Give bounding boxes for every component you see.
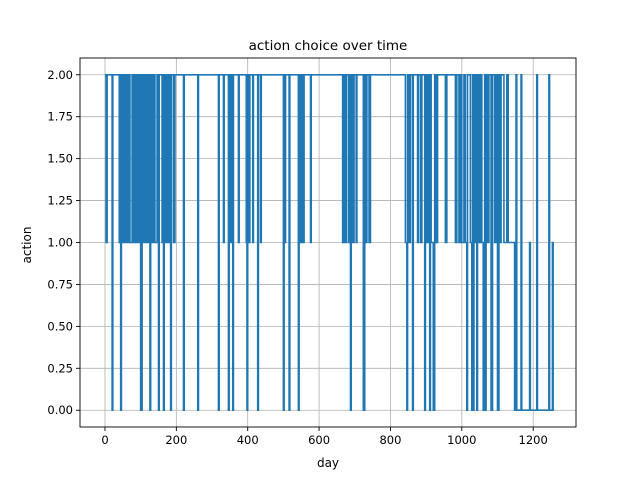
x-tick-label: 0 (101, 433, 108, 447)
chart-title: action choice over time (249, 38, 408, 54)
action-series-line (104, 73, 554, 412)
x-tick-label: 400 (237, 433, 259, 447)
y-tick-label: 1.50 (47, 152, 73, 166)
y-tick-label: 0.75 (47, 277, 73, 291)
y-tick-label: 0.25 (47, 361, 73, 375)
y-tick-label: 1.25 (47, 194, 73, 208)
x-tick-label: 1200 (519, 433, 548, 447)
x-tick-label: 800 (379, 433, 401, 447)
y-tick-label: 1.75 (47, 110, 73, 124)
y-tick-label: 1.00 (47, 236, 73, 250)
x-tick-label: 600 (308, 433, 330, 447)
y-axis-ticks: 0.00 0.25 0.50 0.75 1.00 1.25 1.50 1.75 2.00 (47, 68, 80, 417)
x-axis-label: day (317, 456, 339, 470)
y-tick-label: 2.00 (47, 68, 73, 82)
y-axis-label: action (20, 227, 34, 264)
x-tick-label: 1000 (447, 433, 476, 447)
x-axis-ticks: 0 200 400 600 800 1000 1200 (101, 427, 548, 447)
y-tick-label: 0.00 (47, 403, 73, 417)
y-tick-label: 0.50 (47, 319, 73, 333)
x-tick-label: 200 (165, 433, 187, 447)
